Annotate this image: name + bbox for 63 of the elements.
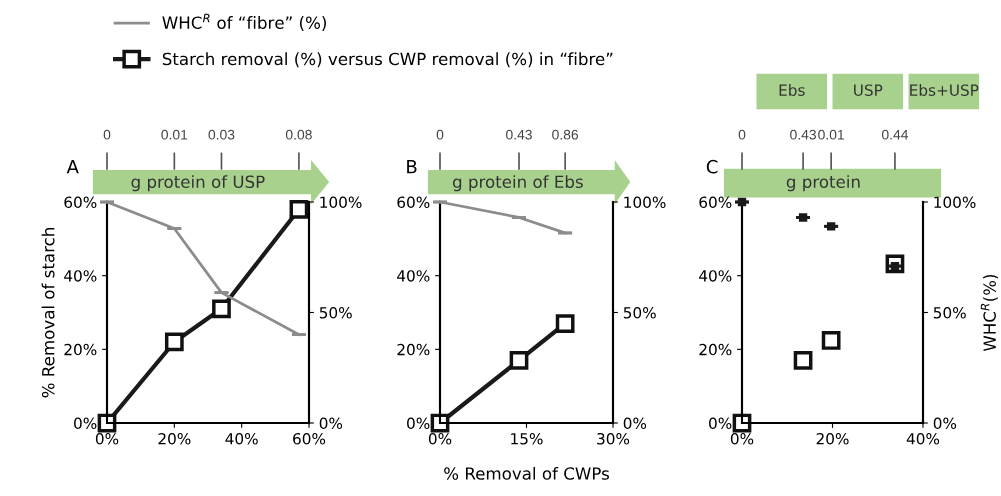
- text: g protein of Ebs: [452, 175, 583, 192]
- chart-title: A: [66, 160, 79, 174]
- y-tick-label: 60%: [64, 196, 97, 209]
- annotation: 0: [738, 129, 746, 140]
- point: [164, 332, 184, 352]
- y-tick-label: 40%: [64, 270, 97, 282]
- point: [555, 314, 575, 333]
- y-tick-label: 60%: [397, 196, 430, 209]
- y2-tick-label: 50%: [933, 306, 966, 319]
- y2-tick-label: 0%: [319, 417, 343, 430]
- point: [821, 331, 841, 350]
- y-tick-label: 0%: [407, 417, 430, 430]
- y2-axis-title: WHC$^{R}$(%): [980, 274, 998, 352]
- y-axis-title: % Removal of starch: [41, 228, 55, 398]
- annotation: 0.43: [506, 129, 532, 140]
- y-tick-label: 20%: [699, 343, 732, 356]
- point: [289, 199, 309, 219]
- y2-tick-label: 50%: [623, 306, 656, 319]
- y-tick-label: 40%: [699, 270, 732, 282]
- y-tick-label: 40%: [397, 270, 430, 282]
- point: [212, 299, 231, 319]
- text: g protein of USP: [131, 175, 265, 192]
- x-tick-label: 40%: [906, 432, 940, 445]
- annotation: 0.44: [881, 129, 909, 140]
- annotation: 0.01: [161, 129, 188, 140]
- y-tick-label: 20%: [397, 343, 430, 356]
- y-tick-label: 60%: [699, 196, 732, 209]
- x-tick-label: 0%: [95, 432, 119, 445]
- x-tick-label: 20%: [816, 432, 849, 445]
- y-tick-label: 20%: [64, 343, 97, 356]
- point: [509, 351, 529, 370]
- annotation: 0.03: [208, 129, 235, 140]
- y2-tick-label: 50%: [319, 306, 352, 319]
- chart-title: B: [407, 160, 417, 174]
- legend-label: Starch removal (%) versus CWP removal (%) in “fibre”: [162, 52, 613, 68]
- x-axis-title: % Removal of CWPs: [444, 466, 609, 480]
- annotation: 0.86: [552, 129, 579, 140]
- x-tick-label: 15%: [511, 432, 543, 445]
- annotation: 0.08: [285, 129, 312, 140]
- text: Ebs+USP: [910, 84, 979, 96]
- y2-tick-label: 0%: [933, 417, 957, 430]
- legend-label: WHC$^{R}$ of “fibre” (%): [162, 13, 326, 31]
- y2-tick-label: 0%: [623, 417, 647, 430]
- text: g protein: [786, 175, 860, 192]
- x-tick-label: 30%: [597, 432, 630, 445]
- x-tick-label: 20%: [158, 432, 191, 445]
- chart-title: C: [706, 159, 718, 174]
- y-tick-label: 0%: [709, 417, 732, 430]
- y2-tick-label: 100%: [624, 196, 666, 209]
- y-tick-label: 0%: [74, 417, 97, 430]
- text: USP: [854, 84, 883, 96]
- point: [793, 351, 813, 370]
- text: Ebs: [779, 84, 805, 96]
- x-tick-label: 0%: [730, 432, 754, 445]
- annotation: 0.43: [790, 129, 816, 140]
- annotation: 0: [103, 129, 111, 140]
- y2-tick-label: 100%: [320, 196, 362, 209]
- x-tick-label: 60%: [293, 432, 326, 445]
- x-tick-label: 0%: [428, 432, 452, 445]
- annotation: 0.01: [818, 129, 844, 140]
- y2-tick-label: 100%: [934, 196, 976, 209]
- annotation: 0: [436, 129, 444, 140]
- x-tick-label: 40%: [225, 432, 258, 445]
